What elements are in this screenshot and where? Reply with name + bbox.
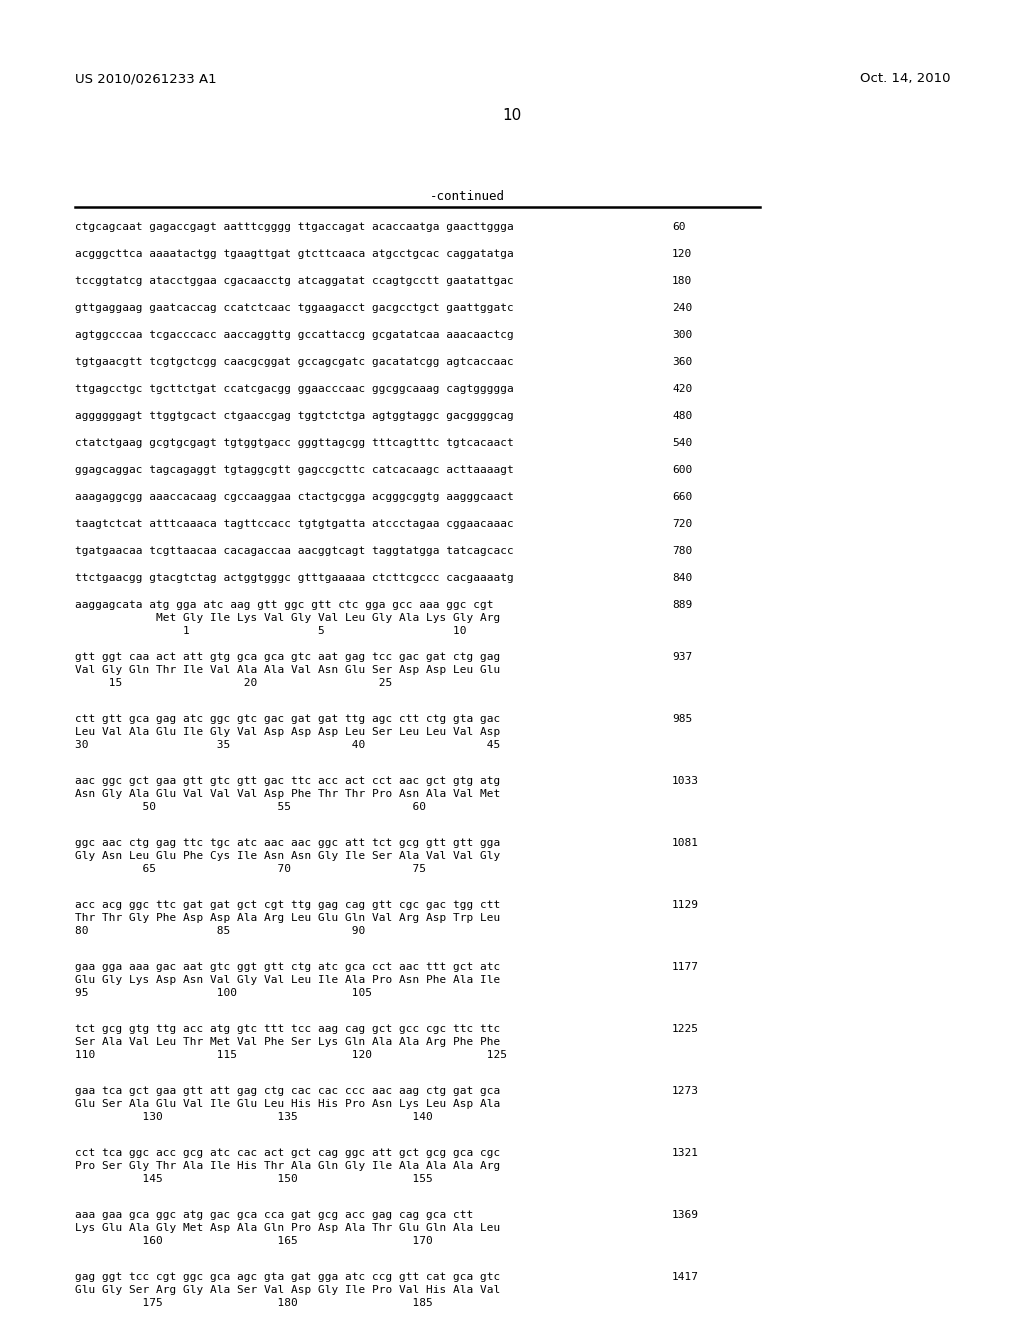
Text: 180: 180 <box>672 276 692 286</box>
Text: ttctgaacgg gtacgtctag actggtgggc gtttgaaaaa ctcttcgccc cacgaaaatg: ttctgaacgg gtacgtctag actggtgggc gtttgaa… <box>75 573 514 583</box>
Text: Thr Thr Gly Phe Asp Asp Ala Arg Leu Glu Gln Val Arg Asp Trp Leu: Thr Thr Gly Phe Asp Asp Ala Arg Leu Glu … <box>75 913 501 923</box>
Text: 240: 240 <box>672 304 692 313</box>
Text: 1                   5                   10: 1 5 10 <box>75 626 467 636</box>
Text: 720: 720 <box>672 519 692 529</box>
Text: cct tca ggc acc gcg atc cac act gct cag ggc att gct gcg gca cgc: cct tca ggc acc gcg atc cac act gct cag … <box>75 1148 501 1158</box>
Text: Ser Ala Val Leu Thr Met Val Phe Ser Lys Gln Ala Ala Arg Phe Phe: Ser Ala Val Leu Thr Met Val Phe Ser Lys … <box>75 1038 501 1047</box>
Text: gaa gga aaa gac aat gtc ggt gtt ctg atc gca cct aac ttt gct atc: gaa gga aaa gac aat gtc ggt gtt ctg atc … <box>75 962 501 972</box>
Text: 889: 889 <box>672 601 692 610</box>
Text: Leu Val Ala Glu Ile Gly Val Asp Asp Asp Leu Ser Leu Leu Val Asp: Leu Val Ala Glu Ile Gly Val Asp Asp Asp … <box>75 727 501 737</box>
Text: ggagcaggac tagcagaggt tgtaggcgtt gagccgcttc catcacaagc acttaaaagt: ggagcaggac tagcagaggt tgtaggcgtt gagccgc… <box>75 465 514 475</box>
Text: ctgcagcaat gagaccgagt aatttcgggg ttgaccagat acaccaatga gaacttggga: ctgcagcaat gagaccgagt aatttcgggg ttgacca… <box>75 222 514 232</box>
Text: Glu Ser Ala Glu Val Ile Glu Leu His His Pro Asn Lys Leu Asp Ala: Glu Ser Ala Glu Val Ile Glu Leu His His … <box>75 1100 501 1109</box>
Text: 985: 985 <box>672 714 692 723</box>
Text: aggggggagt ttggtgcact ctgaaccgag tggtctctga agtggtaggc gacggggcag: aggggggagt ttggtgcact ctgaaccgag tggtctc… <box>75 411 514 421</box>
Text: Val Gly Gln Thr Ile Val Ala Ala Val Asn Glu Ser Asp Asp Leu Glu: Val Gly Gln Thr Ile Val Ala Ala Val Asn … <box>75 665 501 675</box>
Text: 110                  115                 120                 125: 110 115 120 125 <box>75 1049 507 1060</box>
Text: ggc aac ctg gag ttc tgc atc aac aac ggc att tct gcg gtt gtt gga: ggc aac ctg gag ttc tgc atc aac aac ggc … <box>75 838 501 847</box>
Text: 130                 135                 140: 130 135 140 <box>75 1111 433 1122</box>
Text: 60: 60 <box>672 222 685 232</box>
Text: 360: 360 <box>672 356 692 367</box>
Text: 300: 300 <box>672 330 692 341</box>
Text: 1033: 1033 <box>672 776 699 785</box>
Text: ctt gtt gca gag atc ggc gtc gac gat gat ttg agc ctt ctg gta gac: ctt gtt gca gag atc ggc gtc gac gat gat … <box>75 714 501 723</box>
Text: 10: 10 <box>503 108 521 123</box>
Text: Lys Glu Ala Gly Met Asp Ala Gln Pro Asp Ala Thr Glu Gln Ala Leu: Lys Glu Ala Gly Met Asp Ala Gln Pro Asp … <box>75 1224 501 1233</box>
Text: 840: 840 <box>672 573 692 583</box>
Text: 1273: 1273 <box>672 1086 699 1096</box>
Text: 660: 660 <box>672 492 692 502</box>
Text: Oct. 14, 2010: Oct. 14, 2010 <box>859 73 950 84</box>
Text: 1417: 1417 <box>672 1272 699 1282</box>
Text: aac ggc gct gaa gtt gtc gtt gac ttc acc act cct aac gct gtg atg: aac ggc gct gaa gtt gtc gtt gac ttc acc … <box>75 776 501 785</box>
Text: Glu Gly Ser Arg Gly Ala Ser Val Asp Gly Ile Pro Val His Ala Val: Glu Gly Ser Arg Gly Ala Ser Val Asp Gly … <box>75 1284 501 1295</box>
Text: Pro Ser Gly Thr Ala Ile His Thr Ala Gln Gly Ile Ala Ala Ala Arg: Pro Ser Gly Thr Ala Ile His Thr Ala Gln … <box>75 1162 501 1171</box>
Text: 65                  70                  75: 65 70 75 <box>75 865 426 874</box>
Text: Met Gly Ile Lys Val Gly Val Leu Gly Ala Lys Gly Arg: Met Gly Ile Lys Val Gly Val Leu Gly Ala … <box>75 612 501 623</box>
Text: ctatctgaag gcgtgcgagt tgtggtgacc gggttagcgg tttcagtttc tgtcacaact: ctatctgaag gcgtgcgagt tgtggtgacc gggttag… <box>75 438 514 447</box>
Text: Asn Gly Ala Glu Val Val Val Asp Phe Thr Thr Pro Asn Ala Val Met: Asn Gly Ala Glu Val Val Val Asp Phe Thr … <box>75 789 501 799</box>
Text: 160                 165                 170: 160 165 170 <box>75 1236 433 1246</box>
Text: acgggcttca aaaatactgg tgaagttgat gtcttcaaca atgcctgcac caggatatga: acgggcttca aaaatactgg tgaagttgat gtcttca… <box>75 249 514 259</box>
Text: US 2010/0261233 A1: US 2010/0261233 A1 <box>75 73 217 84</box>
Text: gag ggt tcc cgt ggc gca agc gta gat gga atc ccg gtt cat gca gtc: gag ggt tcc cgt ggc gca agc gta gat gga … <box>75 1272 501 1282</box>
Text: tgtgaacgtt tcgtgctcgg caacgcggat gccagcgatc gacatatcgg agtcaccaac: tgtgaacgtt tcgtgctcgg caacgcggat gccagcg… <box>75 356 514 367</box>
Text: ttgagcctgc tgcttctgat ccatcgacgg ggaacccaac ggcggcaaag cagtggggga: ttgagcctgc tgcttctgat ccatcgacgg ggaaccc… <box>75 384 514 393</box>
Text: 1225: 1225 <box>672 1024 699 1034</box>
Text: aaa gaa gca ggc atg gac gca cca gat gcg acc gag cag gca ctt: aaa gaa gca ggc atg gac gca cca gat gcg … <box>75 1210 473 1220</box>
Text: tccggtatcg atacctggaa cgacaacctg atcaggatat ccagtgcctt gaatattgac: tccggtatcg atacctggaa cgacaacctg atcagga… <box>75 276 514 286</box>
Text: 480: 480 <box>672 411 692 421</box>
Text: gaa tca gct gaa gtt att gag ctg cac cac ccc aac aag ctg gat gca: gaa tca gct gaa gtt att gag ctg cac cac … <box>75 1086 501 1096</box>
Text: 780: 780 <box>672 546 692 556</box>
Text: 1321: 1321 <box>672 1148 699 1158</box>
Text: Glu Gly Lys Asp Asn Val Gly Val Leu Ile Ala Pro Asn Phe Ala Ile: Glu Gly Lys Asp Asn Val Gly Val Leu Ile … <box>75 975 501 985</box>
Text: 145                 150                 155: 145 150 155 <box>75 1173 433 1184</box>
Text: 95                   100                 105: 95 100 105 <box>75 987 372 998</box>
Text: -continued: -continued <box>430 190 505 203</box>
Text: Gly Asn Leu Glu Phe Cys Ile Asn Asn Gly Ile Ser Ala Val Val Gly: Gly Asn Leu Glu Phe Cys Ile Asn Asn Gly … <box>75 851 501 861</box>
Text: aaggagcata atg gga atc aag gtt ggc gtt ctc gga gcc aaa ggc cgt: aaggagcata atg gga atc aag gtt ggc gtt c… <box>75 601 494 610</box>
Text: 30                   35                  40                  45: 30 35 40 45 <box>75 741 501 750</box>
Text: 937: 937 <box>672 652 692 663</box>
Text: gtt ggt caa act att gtg gca gca gtc aat gag tcc gac gat ctg gag: gtt ggt caa act att gtg gca gca gtc aat … <box>75 652 501 663</box>
Text: 1081: 1081 <box>672 838 699 847</box>
Text: 1369: 1369 <box>672 1210 699 1220</box>
Text: 80                   85                  90: 80 85 90 <box>75 927 366 936</box>
Text: acc acg ggc ttc gat gat gct cgt ttg gag cag gtt cgc gac tgg ctt: acc acg ggc ttc gat gat gct cgt ttg gag … <box>75 900 501 909</box>
Text: taagtctcat atttcaaaca tagttccacc tgtgtgatta atccctagaa cggaacaaac: taagtctcat atttcaaaca tagttccacc tgtgtga… <box>75 519 514 529</box>
Text: 50                  55                  60: 50 55 60 <box>75 803 426 812</box>
Text: 175                 180                 185: 175 180 185 <box>75 1298 433 1308</box>
Text: 420: 420 <box>672 384 692 393</box>
Text: 15                  20                  25: 15 20 25 <box>75 678 392 688</box>
Text: 1129: 1129 <box>672 900 699 909</box>
Text: 1177: 1177 <box>672 962 699 972</box>
Text: 540: 540 <box>672 438 692 447</box>
Text: gttgaggaag gaatcaccag ccatctcaac tggaagacct gacgcctgct gaattggatc: gttgaggaag gaatcaccag ccatctcaac tggaaga… <box>75 304 514 313</box>
Text: 600: 600 <box>672 465 692 475</box>
Text: 120: 120 <box>672 249 692 259</box>
Text: agtggcccaa tcgacccacc aaccaggttg gccattaccg gcgatatcaa aaacaactcg: agtggcccaa tcgacccacc aaccaggttg gccatta… <box>75 330 514 341</box>
Text: tgatgaacaa tcgttaacaa cacagaccaa aacggtcagt taggtatgga tatcagcacc: tgatgaacaa tcgttaacaa cacagaccaa aacggtc… <box>75 546 514 556</box>
Text: tct gcg gtg ttg acc atg gtc ttt tcc aag cag gct gcc cgc ttc ttc: tct gcg gtg ttg acc atg gtc ttt tcc aag … <box>75 1024 501 1034</box>
Text: aaagaggcgg aaaccacaag cgccaaggaa ctactgcgga acgggcggtg aagggcaact: aaagaggcgg aaaccacaag cgccaaggaa ctactgc… <box>75 492 514 502</box>
